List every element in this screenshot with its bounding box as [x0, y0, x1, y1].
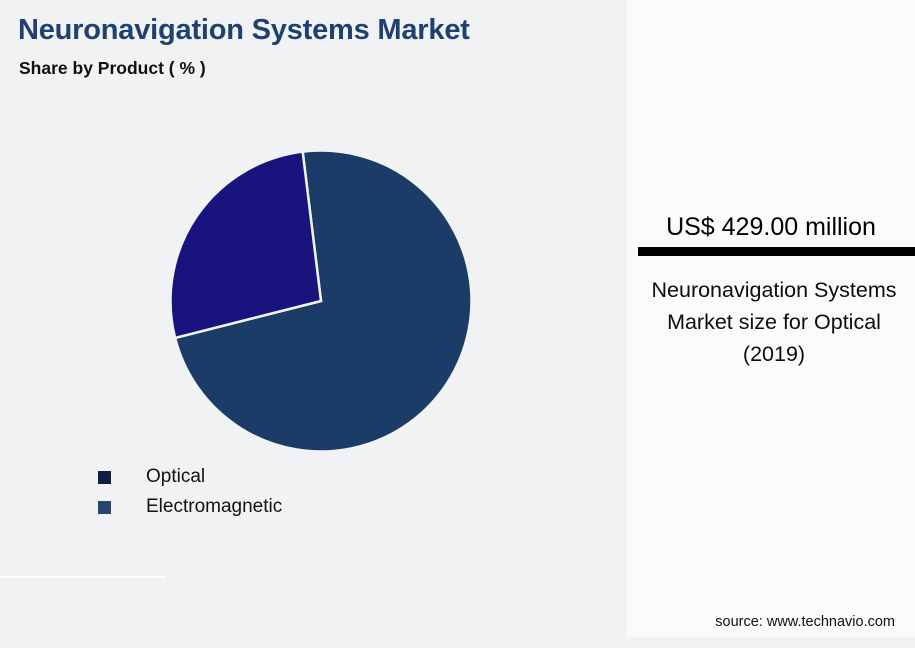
pie-slice-optical[interactable] [173, 150, 472, 452]
footer-divider [0, 576, 166, 578]
kpi-panel: US$ 429.00 million Neuronavigation Syste… [627, 0, 915, 637]
pie-slices [170, 150, 472, 452]
legend-item-optical[interactable]: Optical [98, 462, 498, 492]
legend-swatch-icon [98, 470, 111, 484]
chart-subtitle: Share by Product ( % ) [19, 58, 206, 78]
legend-swatch-icon [98, 500, 111, 514]
pie-chart-svg [170, 150, 472, 452]
kpi-caption: Neuronavigation Systems Market size for … [651, 278, 897, 366]
pie-slice-electromagnetic[interactable] [170, 150, 323, 340]
legend-item-electromagnetic[interactable]: Electromagnetic [98, 492, 498, 522]
kpi-value: US$ 429.00 million [666, 213, 876, 241]
page-title: Neuronavigation Systems Market [18, 14, 470, 46]
pie-chart [170, 150, 472, 452]
chart-panel: Neuronavigation Systems Market Share by … [0, 14, 498, 578]
legend-item-label: Electromagnetic [146, 496, 283, 517]
legend-item-label: Optical [146, 466, 206, 487]
source-note: source: www.technavio.com [715, 614, 895, 630]
kpi-underline [638, 247, 915, 256]
chart-legend: Optical Electromagnetic [98, 462, 498, 522]
